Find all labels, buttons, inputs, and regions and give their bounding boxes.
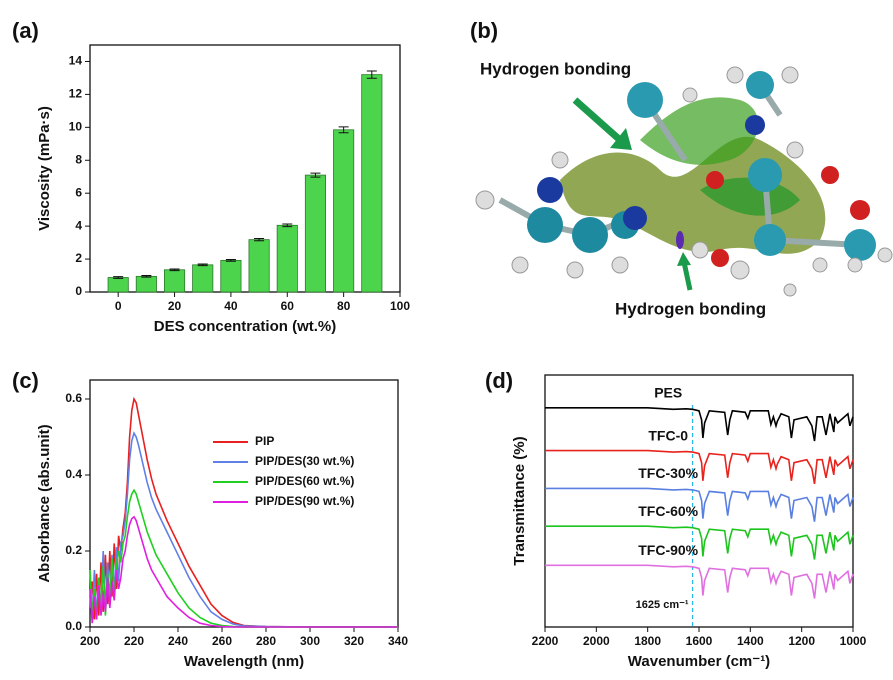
x-tick-label: 20 (168, 299, 182, 313)
x-tick-label: 260 (212, 634, 232, 648)
series-line (90, 517, 398, 627)
panel-label: (c) (12, 368, 39, 393)
x-tick-label: 2200 (532, 634, 559, 648)
x-tick-label: 1200 (788, 634, 815, 648)
series-label: TFC-60% (638, 503, 698, 519)
series-line (90, 399, 398, 627)
x-tick-label: 300 (300, 634, 320, 648)
series-line (545, 488, 853, 521)
bar (164, 270, 184, 292)
x-tick-label: 240 (168, 634, 188, 648)
y-tick-label: 8 (75, 152, 82, 166)
x-tick-label: 40 (224, 299, 238, 313)
bar (221, 260, 241, 292)
series-line (545, 565, 853, 598)
annotation: Hydrogen bonding (615, 299, 766, 318)
y-tick-label: 10 (69, 120, 83, 134)
y-tick-label: 4 (75, 218, 82, 232)
y-tick-label: 0.6 (65, 391, 82, 405)
x-tick-label: 0 (115, 299, 122, 313)
bar (249, 240, 269, 292)
panel-label: (a) (12, 18, 39, 43)
y-axis-title: Viscosity (mPa·s) (36, 106, 53, 231)
bar (136, 276, 156, 292)
y-axis-title: Transmittance (%) (511, 436, 528, 565)
x-tick-label: 1800 (634, 634, 661, 648)
y-tick-label: 0.2 (65, 543, 82, 557)
x-tick-label: 80 (337, 299, 351, 313)
x-tick-label: 1600 (686, 634, 713, 648)
series-line (545, 526, 853, 559)
y-tick-label: 12 (69, 87, 83, 101)
x-tick-label: 340 (388, 634, 408, 648)
series-label: TFC-0 (648, 427, 688, 443)
x-tick-label: 320 (344, 634, 364, 648)
panel-label: (d) (485, 368, 513, 393)
x-tick-label: 2000 (583, 634, 610, 648)
bar (333, 130, 353, 292)
y-tick-label: 2 (75, 251, 82, 265)
y-tick-label: 0.0 (65, 619, 82, 633)
molecule-illustration (476, 67, 892, 296)
series-label: TFC-90% (638, 542, 698, 558)
panel-label: (b) (470, 18, 498, 43)
bar (108, 278, 128, 292)
legend-label: PIP (255, 434, 274, 448)
bar (277, 225, 297, 292)
x-tick-label: 280 (256, 634, 276, 648)
legend-label: PIP/DES(60 wt.%) (255, 474, 354, 488)
legend-label: PIP/DES(30 wt.%) (255, 454, 354, 468)
bar (193, 265, 213, 292)
x-tick-label: 200 (80, 634, 100, 648)
x-tick-label: 1400 (737, 634, 764, 648)
bar (362, 75, 382, 292)
x-axis-title: DES concentration (wt.%) (154, 318, 337, 335)
annotation: Hydrogen bonding (480, 59, 631, 78)
bar (305, 175, 325, 292)
x-tick-label: 60 (281, 299, 295, 313)
series-line (90, 490, 398, 627)
x-tick-label: 1000 (840, 634, 867, 648)
figure: (a)02040608010002468101214DES concentrat… (0, 0, 893, 680)
legend-label: PIP/DES(90 wt.%) (255, 494, 354, 508)
x-tick-label: 220 (124, 634, 144, 648)
series-label: PES (654, 384, 682, 400)
y-tick-label: 6 (75, 185, 82, 199)
x-tick-label: 100 (390, 299, 410, 313)
reference-label: 1625 cm⁻¹ (636, 599, 689, 611)
y-axis-title: Absorbance (abs.unit) (36, 424, 53, 582)
series-line (545, 408, 853, 441)
y-tick-label: 14 (69, 54, 83, 68)
x-axis-title: Wavelength (nm) (184, 653, 304, 670)
y-tick-label: 0.4 (65, 467, 82, 481)
series-label: TFC-30% (638, 465, 698, 481)
y-tick-label: 0 (75, 284, 82, 298)
series-line (545, 451, 853, 484)
x-axis-title: Wavenumber (cm⁻¹) (628, 653, 770, 670)
